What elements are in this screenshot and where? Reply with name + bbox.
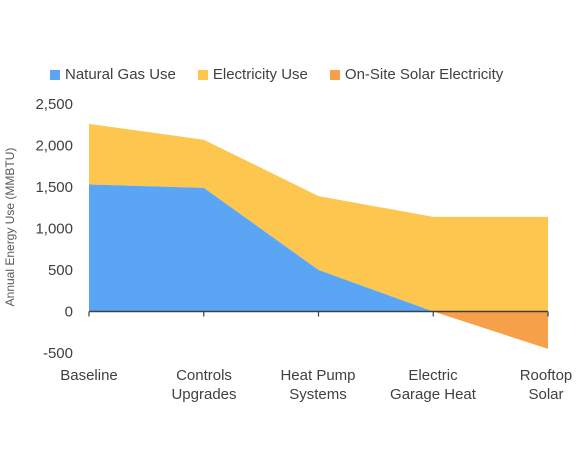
- x-tick-label: Rooftop: [520, 367, 573, 384]
- y-tick-label: 2,000: [35, 138, 73, 155]
- y-tick-labels: 2,500 2,000 1,500 1,000 500 0 -500: [35, 96, 73, 362]
- y-tick-label: 500: [48, 262, 73, 279]
- legend-swatch-solar: [329, 69, 340, 80]
- y-tick-label: 2,500: [35, 96, 73, 113]
- y-tick-label: -500: [43, 345, 73, 362]
- x-tick-label: Upgrades: [171, 386, 236, 403]
- x-tick-label: Electric: [408, 367, 458, 384]
- legend-item-electricity: Electricity Use: [197, 66, 308, 83]
- plot-areas: [89, 123, 548, 349]
- area-electricity-use: [89, 123, 548, 312]
- axes: [88, 310, 549, 317]
- y-tick-label: 1,000: [35, 221, 73, 238]
- y-tick-label: 1,500: [35, 179, 73, 196]
- area-on-site-solar-electricity: [89, 311, 548, 349]
- x-tick-label: Heat Pump: [280, 367, 355, 384]
- x-tick-labels: Baseline Controls Upgrades Heat Pump Systems…: [60, 367, 572, 403]
- y-axis-label: Annual Energy Use (MMBTU): [3, 148, 17, 307]
- legend-swatch-natural-gas: [50, 69, 60, 80]
- y-tick-label: 0: [65, 304, 73, 321]
- legend-label-solar: On-Site Solar Electricity: [344, 66, 504, 83]
- x-tick-label: Controls: [176, 367, 232, 384]
- legend-label-electricity: Electricity Use: [212, 66, 308, 83]
- legend-item-natural-gas: Natural Gas Use: [50, 66, 176, 83]
- legend-label-natural-gas: Natural Gas Use: [65, 66, 176, 83]
- x-tick-label: Systems: [289, 386, 347, 403]
- legend-swatch-electricity: [197, 69, 208, 80]
- x-tick-label: Baseline: [60, 367, 118, 384]
- legend: Natural Gas Use Electricity Use On-Site …: [50, 66, 525, 83]
- x-tick-label: Garage Heat: [390, 386, 477, 403]
- x-tick-label: Solar: [528, 386, 563, 403]
- area-natural-gas-use: [89, 184, 548, 312]
- legend-item-solar: On-Site Solar Electricity: [329, 66, 504, 83]
